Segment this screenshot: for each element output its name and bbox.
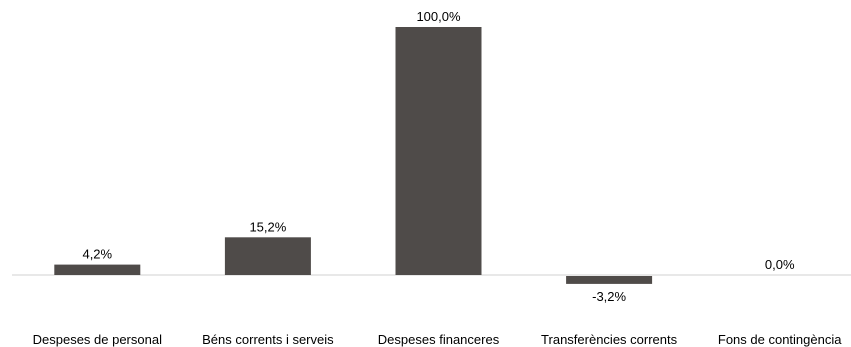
category-label-4: Fons de contingència <box>718 332 842 347</box>
value-label-4: 0,0% <box>765 257 795 272</box>
bar-1 <box>224 237 311 275</box>
bars-group <box>54 27 653 284</box>
value-label-1: 15,2% <box>249 219 286 234</box>
category-label-0: Despeses de personal <box>33 332 162 347</box>
bar-2 <box>395 27 482 275</box>
value-label-2: 100,0% <box>416 9 461 24</box>
bar-3 <box>566 276 653 284</box>
value-labels-group: 4,2% 15,2% 100,0% -3,2% 0,0% <box>82 9 794 304</box>
value-label-0: 4,2% <box>82 247 112 262</box>
value-label-3: -3,2% <box>592 289 626 304</box>
category-labels-group: Despeses de personal Béns corrents i serv… <box>33 332 843 347</box>
bar-0 <box>54 264 141 275</box>
category-label-1: Béns corrents i serveis <box>202 332 334 347</box>
category-label-3: Transferències corrents <box>541 332 678 347</box>
category-label-2: Despeses financeres <box>378 332 500 347</box>
